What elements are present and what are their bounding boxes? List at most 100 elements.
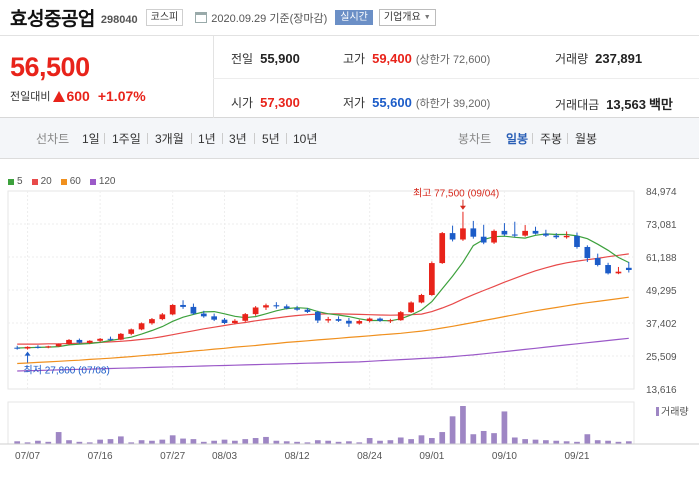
realtime-button[interactable]: 실시간: [335, 10, 373, 25]
candle: [294, 305, 300, 311]
candle-body: [335, 319, 342, 321]
stock-header: 효성중공업 298040 코스피 2020.09.29 기준(장마감) 실시간 …: [0, 0, 699, 36]
legend-ma5: 5: [8, 176, 23, 187]
volume-bar: [449, 416, 456, 444]
candle-body: [314, 311, 321, 321]
x-tick-label: 09/21: [564, 451, 589, 462]
volume-bar: [387, 440, 394, 444]
candle: [159, 313, 166, 321]
volume-bar: [605, 440, 611, 444]
candle-body: [294, 308, 300, 310]
candle: [346, 318, 352, 327]
quote-panel: 56,500 전일대비 600 +1.07% 전일 55,900 고가 59,4…: [0, 36, 699, 118]
tab-daily[interactable]: 일봉: [506, 132, 529, 146]
volume-bar: [242, 439, 249, 444]
tab-1d[interactable]: 1일: [82, 132, 100, 146]
candle: [35, 345, 41, 349]
tab-separator: [222, 133, 223, 144]
candle-body: [377, 318, 383, 321]
tab-weekly[interactable]: 주봉: [540, 132, 563, 146]
candle-body: [553, 235, 560, 238]
candle: [491, 229, 497, 244]
calendar-icon: [195, 12, 208, 23]
tab-3m[interactable]: 3개월: [155, 132, 184, 146]
candle: [439, 231, 446, 264]
candle-body: [211, 316, 218, 320]
volume-bar: [97, 439, 103, 444]
candle-body: [501, 230, 508, 235]
candle-body: [14, 347, 21, 349]
tab-separator: [147, 133, 148, 144]
min-annotation: 최저 27,800 (07/08): [24, 365, 110, 377]
open-price: 시가 57,300: [231, 95, 300, 110]
tab-1y[interactable]: 1년: [198, 132, 216, 146]
candle: [200, 310, 207, 318]
legend-swatch: [8, 178, 14, 185]
stock-name[interactable]: 효성중공업: [10, 9, 95, 30]
quote-row-divider: [213, 78, 699, 79]
volume-bar: [35, 440, 41, 444]
candle-body: [439, 233, 446, 264]
tab-3y[interactable]: 3년: [229, 132, 247, 146]
volume-bar: [356, 442, 363, 444]
volume-bar: [439, 432, 446, 444]
candle: [169, 304, 176, 316]
volume-bar: [346, 441, 352, 444]
volume-bar: [325, 440, 332, 444]
candle: [283, 304, 290, 310]
tab-separator: [286, 133, 287, 144]
candle: [532, 226, 539, 235]
volume: 거래량 237,891: [555, 51, 643, 66]
candle: [24, 346, 31, 350]
candle: [138, 322, 145, 331]
volume-bar: [283, 441, 290, 444]
candle: [377, 317, 383, 322]
volume-bar: [532, 439, 539, 444]
candle: [553, 233, 560, 239]
candle-body: [491, 230, 497, 243]
candle: [117, 332, 124, 341]
candle: [55, 343, 62, 347]
candle-body: [418, 294, 425, 303]
volume-bar: [200, 441, 207, 444]
candle-body: [387, 320, 394, 322]
legend-ma60: 60: [60, 176, 81, 187]
tab-10y[interactable]: 10년: [293, 132, 318, 146]
prev-close: 전일 55,900: [231, 51, 300, 66]
moving-averages: [17, 233, 630, 372]
candle-body: [449, 233, 456, 240]
candle-body: [605, 265, 611, 274]
volume-bar: [107, 439, 114, 444]
tab-1w[interactable]: 1주일: [112, 132, 141, 146]
volume-bar: [232, 440, 238, 444]
candle: [356, 319, 363, 325]
volume-bar: [511, 437, 518, 444]
volume-legend-swatch: [656, 407, 659, 416]
volume-bar: [522, 439, 529, 444]
volume-area-frame: [7, 401, 635, 445]
candle: [428, 261, 435, 296]
legend-swatch: [31, 178, 38, 185]
volume-bar: [221, 439, 228, 444]
market-badge: 코스피: [145, 9, 184, 26]
candle: [574, 232, 580, 249]
candle-body: [263, 305, 269, 308]
current-price: 56,500: [10, 52, 90, 82]
candlestick-chart[interactable]: 84,974 73,081 61,188 49,295 37,402 25,509 13,6…: [0, 159, 699, 478]
candle-body: [169, 304, 176, 315]
y-tick-label: 13,616: [646, 385, 677, 396]
volume-bar: [397, 437, 404, 444]
company-info-dropdown[interactable]: 기업개요 ▼: [378, 9, 436, 26]
candle: [594, 253, 601, 267]
volume-bar: [86, 442, 93, 444]
annotations: 최고 77,500 (09/04) 최저 27,800 (07/08): [24, 188, 500, 377]
tab-5y[interactable]: 5년: [262, 132, 280, 146]
candle: [221, 318, 228, 325]
low-price: 저가 55,600 (하한가 39,200): [343, 95, 491, 110]
candle-body: [522, 230, 529, 236]
tab-monthly[interactable]: 월봉: [575, 132, 598, 146]
candle: [460, 211, 466, 241]
candle-body: [480, 236, 487, 243]
candle-body: [428, 263, 435, 295]
candle-body: [625, 267, 632, 271]
